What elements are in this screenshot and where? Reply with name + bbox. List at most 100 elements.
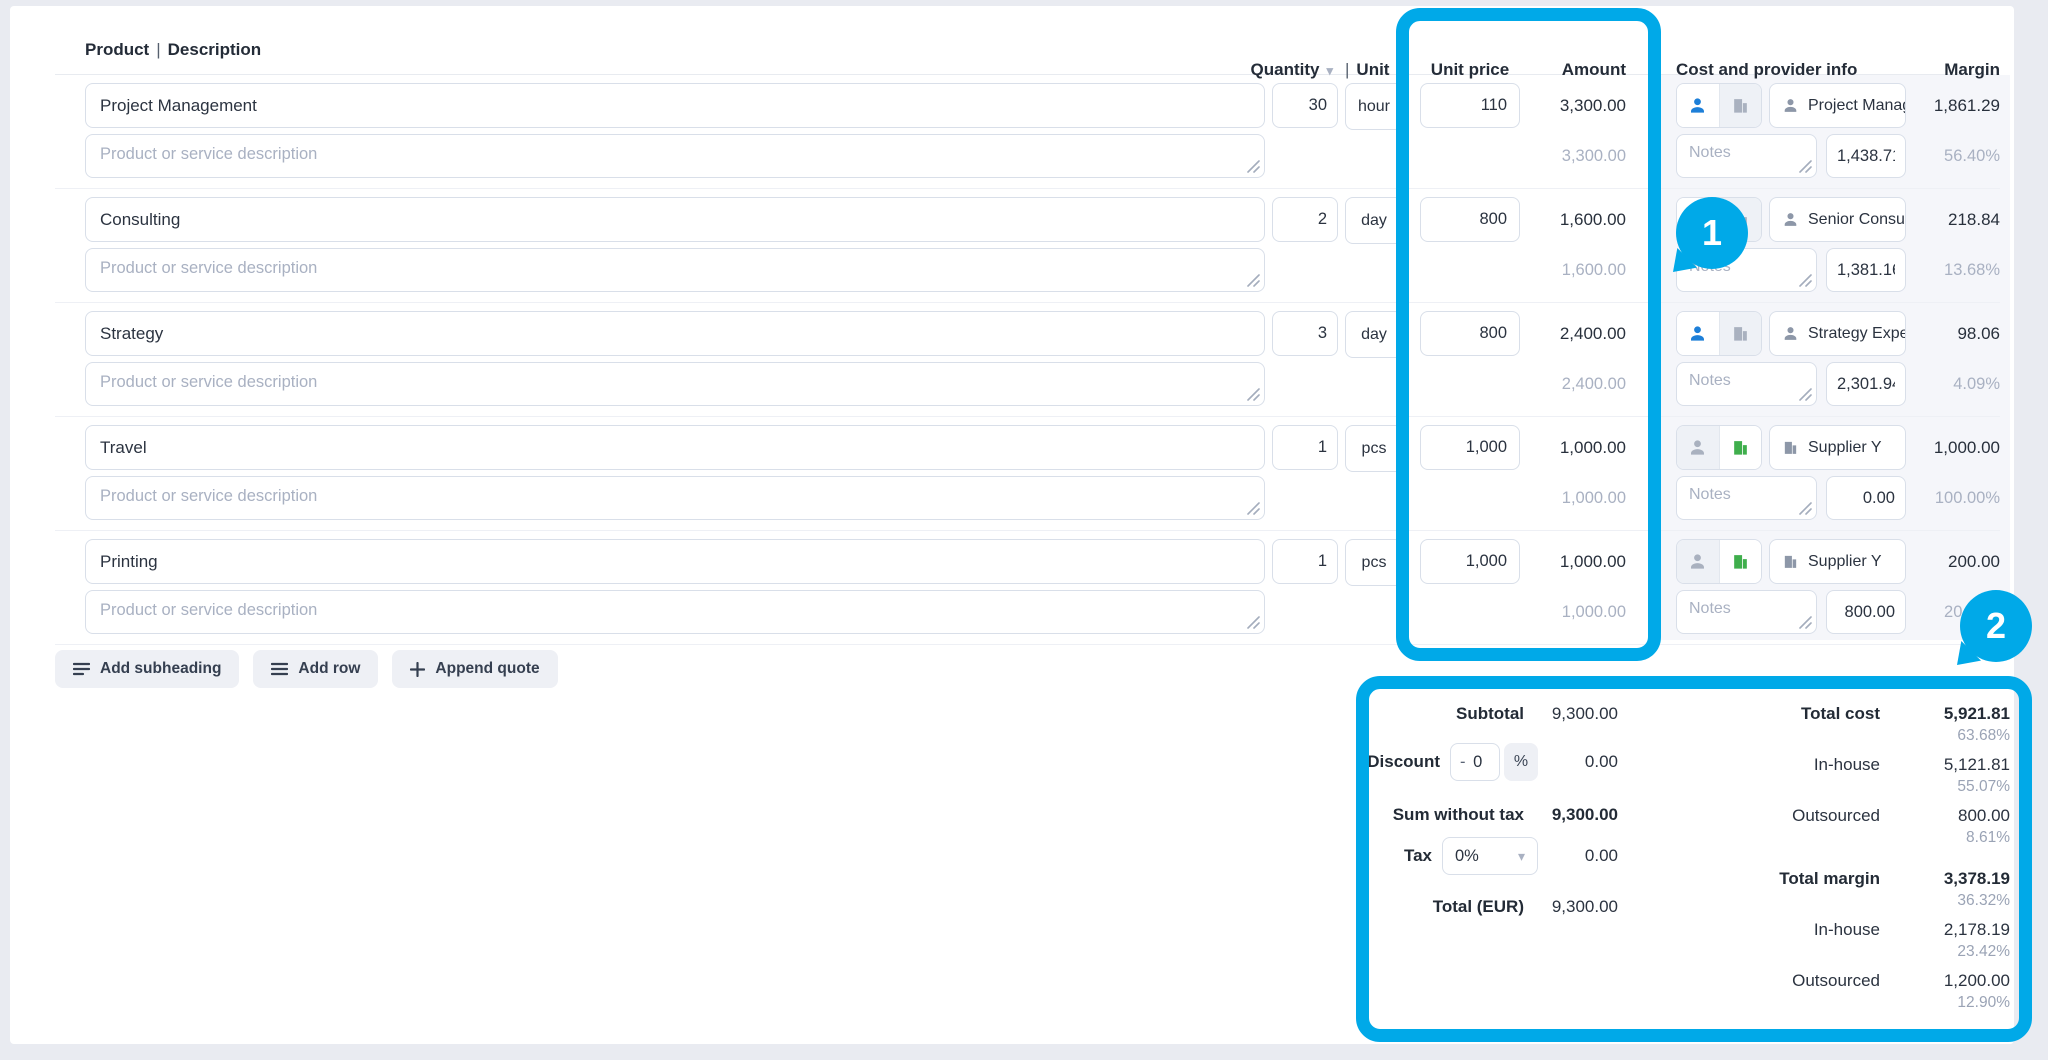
product-name-input[interactable] bbox=[85, 311, 1265, 356]
cost-input[interactable] bbox=[1826, 590, 1906, 634]
provider-type-toggle[interactable] bbox=[1676, 311, 1762, 356]
provider-type-toggle[interactable] bbox=[1676, 425, 1762, 470]
person-icon bbox=[1782, 97, 1799, 114]
amount-secondary: 2,400.00 bbox=[1561, 375, 1626, 393]
building-icon bbox=[1782, 553, 1799, 570]
total-margin-value: 3,378.19 bbox=[1943, 869, 2010, 888]
description-textarea[interactable] bbox=[85, 134, 1265, 178]
unit-select[interactable]: pcs bbox=[1345, 539, 1403, 586]
notes-textarea[interactable] bbox=[1676, 248, 1817, 292]
inhouse-person-icon[interactable] bbox=[1677, 84, 1719, 127]
discount-percent-button[interactable]: % bbox=[1504, 743, 1538, 781]
quantity-input[interactable] bbox=[1272, 311, 1338, 356]
table-row: hour 3,300.00 3,300.00 Project Manager bbox=[55, 75, 2000, 189]
append-quote-label: Append quote bbox=[435, 660, 540, 677]
margin-outsourced-percent: 12.90% bbox=[1957, 994, 2010, 1011]
unit-select[interactable]: day bbox=[1345, 197, 1403, 244]
provider-type-toggle[interactable] bbox=[1676, 539, 1762, 584]
outsourced-building-icon[interactable] bbox=[1718, 198, 1761, 241]
inhouse-person-icon[interactable] bbox=[1677, 198, 1719, 241]
cost-outsourced-label: Outsourced bbox=[1792, 806, 1880, 825]
amount-secondary: 1,000.00 bbox=[1561, 603, 1626, 621]
description-textarea[interactable] bbox=[85, 362, 1265, 406]
subtotal-label: Subtotal bbox=[1456, 704, 1524, 723]
unit-select[interactable]: day bbox=[1345, 311, 1403, 358]
unit-price-input[interactable] bbox=[1420, 197, 1520, 242]
notes-textarea[interactable] bbox=[1676, 476, 1817, 520]
provider-type-toggle[interactable] bbox=[1676, 197, 1762, 242]
drag-handle[interactable] bbox=[55, 197, 85, 292]
unit-select[interactable]: pcs bbox=[1345, 425, 1403, 472]
subheading-lines-icon bbox=[73, 662, 90, 676]
margin-value: 98.06 bbox=[1957, 324, 2000, 343]
provider-select[interactable]: Project Manager bbox=[1769, 83, 1906, 128]
drag-handle[interactable] bbox=[55, 425, 85, 520]
provider-type-toggle[interactable] bbox=[1676, 83, 1762, 128]
cost-input[interactable] bbox=[1826, 362, 1906, 406]
unit-price-input[interactable] bbox=[1420, 83, 1520, 128]
quantity-input[interactable] bbox=[1272, 539, 1338, 584]
amount-value: 2,400.00 bbox=[1559, 324, 1626, 343]
column-header-quantity[interactable]: Quantity ▾ bbox=[85, 60, 1338, 80]
total-margin-entry: Total margin 3,378.19 36.32% bbox=[1680, 869, 2010, 910]
person-icon bbox=[1782, 325, 1799, 342]
subtotal-value: 9,300.00 bbox=[1551, 704, 1618, 723]
inhouse-person-icon[interactable] bbox=[1677, 312, 1719, 355]
cost-input[interactable] bbox=[1826, 476, 1906, 520]
column-header-unit-price: Unit price bbox=[1430, 60, 1510, 79]
product-name-input[interactable] bbox=[85, 197, 1265, 242]
append-quote-button[interactable]: Append quote bbox=[392, 650, 558, 688]
quantity-input[interactable] bbox=[1272, 425, 1338, 470]
unit-price-input[interactable] bbox=[1420, 425, 1520, 470]
margin-inhouse-value: 2,178.19 bbox=[1943, 920, 2010, 939]
provider-select[interactable]: Senior Consultant bbox=[1769, 197, 1906, 242]
product-name-input[interactable] bbox=[85, 83, 1265, 128]
quantity-input[interactable] bbox=[1272, 83, 1338, 128]
discount-amount: 0.00 bbox=[1584, 752, 1618, 771]
drag-handle[interactable] bbox=[55, 539, 85, 634]
margin-outsourced-value: 1,200.00 bbox=[1943, 971, 2010, 990]
unit-select[interactable]: hour bbox=[1345, 83, 1403, 130]
description-textarea[interactable] bbox=[85, 248, 1265, 292]
description-textarea[interactable] bbox=[85, 476, 1265, 520]
product-name-input[interactable] bbox=[85, 539, 1265, 584]
total-cost-entry: Total cost 5,921.81 63.68% bbox=[1680, 704, 2010, 745]
notes-textarea[interactable] bbox=[1676, 590, 1817, 634]
cost-input[interactable] bbox=[1826, 248, 1906, 292]
total-value: 9,300.00 bbox=[1551, 897, 1618, 916]
notes-textarea[interactable] bbox=[1676, 362, 1817, 406]
discount-input[interactable]: - 0 bbox=[1450, 743, 1500, 781]
unit-price-input[interactable] bbox=[1420, 539, 1520, 584]
outsourced-building-icon[interactable] bbox=[1718, 540, 1761, 583]
provider-select[interactable]: Supplier Y bbox=[1769, 539, 1906, 584]
row-lines-icon bbox=[271, 662, 289, 676]
total-cost-value: 5,921.81 bbox=[1943, 704, 2010, 723]
tax-rate-select[interactable]: 0% ▾ bbox=[1442, 837, 1538, 875]
quantity-input[interactable] bbox=[1272, 197, 1338, 242]
margin-value: 218.84 bbox=[1948, 210, 2000, 229]
outsourced-building-icon[interactable] bbox=[1718, 84, 1761, 127]
cost-input[interactable] bbox=[1826, 134, 1906, 178]
drag-handle[interactable] bbox=[55, 311, 85, 406]
provider-select[interactable]: Supplier Y bbox=[1769, 425, 1906, 470]
inhouse-person-icon[interactable] bbox=[1677, 426, 1719, 469]
product-name-input[interactable] bbox=[85, 425, 1265, 470]
unit-price-input[interactable] bbox=[1420, 311, 1520, 356]
outsourced-building-icon[interactable] bbox=[1718, 426, 1761, 469]
amount-secondary: 1,600.00 bbox=[1561, 261, 1626, 279]
description-textarea[interactable] bbox=[85, 590, 1265, 634]
add-subheading-button[interactable]: Add subheading bbox=[55, 650, 240, 688]
provider-select[interactable]: Strategy Expert bbox=[1769, 311, 1906, 356]
header-separator: | bbox=[156, 40, 161, 59]
header-description: Description bbox=[167, 40, 262, 59]
add-row-button[interactable]: Add row bbox=[253, 650, 379, 688]
amount-value: 1,600.00 bbox=[1559, 210, 1626, 229]
total-cost-label: Total cost bbox=[1800, 704, 1880, 723]
notes-textarea[interactable] bbox=[1676, 134, 1817, 178]
drag-handle[interactable] bbox=[55, 83, 85, 178]
inhouse-person-icon[interactable] bbox=[1677, 540, 1719, 583]
discount-label: Discount bbox=[1367, 752, 1440, 771]
outsourced-building-icon[interactable] bbox=[1718, 312, 1761, 355]
table-row: pcs 1,000.00 1,000.00 Supplier Y bbox=[55, 417, 2000, 531]
building-icon bbox=[1782, 439, 1799, 456]
